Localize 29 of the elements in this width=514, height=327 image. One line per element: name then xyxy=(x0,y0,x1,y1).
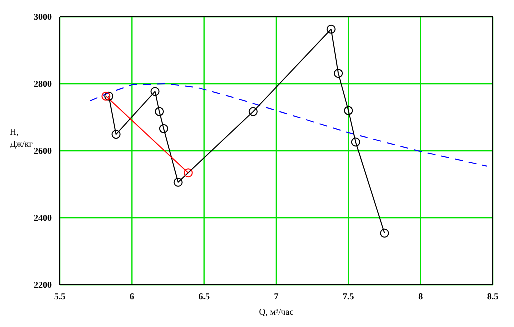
x-tick-label: 6.5 xyxy=(198,291,210,302)
x-tick-label: 8 xyxy=(418,291,424,302)
x-axis-title: Q, м³/час xyxy=(259,307,294,317)
point xyxy=(184,168,193,178)
point xyxy=(155,107,164,116)
y-tick-label: 2200 xyxy=(34,280,52,290)
point xyxy=(104,92,114,101)
point xyxy=(112,130,121,140)
x-tick-label: 8.5 xyxy=(487,291,500,302)
y-tick-label: 2800 xyxy=(34,79,52,90)
point xyxy=(351,138,360,147)
y-tick-label: 3000 xyxy=(34,12,52,22)
point xyxy=(102,92,111,101)
y-tick-label: 2400 xyxy=(34,213,52,224)
point xyxy=(334,69,344,78)
x-tick-label: 7 xyxy=(274,291,280,302)
point xyxy=(326,24,336,34)
y-axis-title: H, Дж/кг xyxy=(10,127,34,149)
x-tick-label: 7.5 xyxy=(343,291,355,302)
y-tick-label: 2600 xyxy=(34,146,52,156)
point xyxy=(159,124,168,134)
point xyxy=(344,106,354,116)
line-series xyxy=(90,84,488,167)
point xyxy=(248,107,258,116)
point xyxy=(380,228,390,238)
point xyxy=(174,178,183,187)
point xyxy=(150,87,160,96)
x-tick-label: 6 xyxy=(130,291,135,302)
x-tick-label: 5.5 xyxy=(54,291,66,302)
